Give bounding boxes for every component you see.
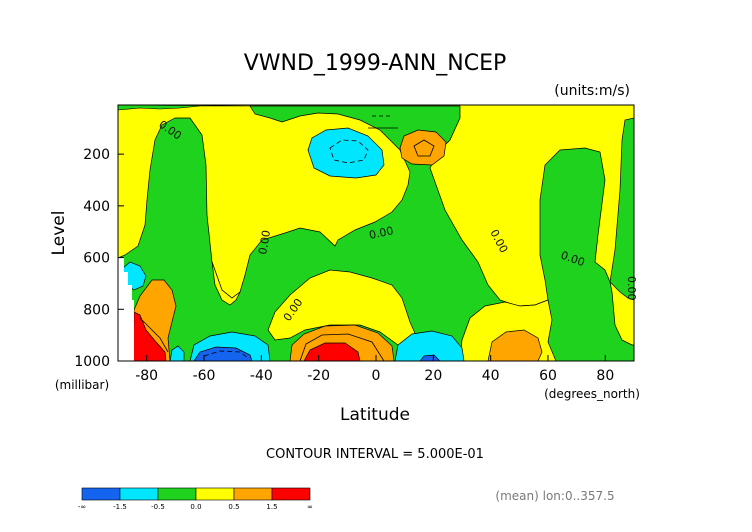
x-axis-unit: (degrees_north) xyxy=(544,387,640,401)
x-axis: -80 -60 -40 -20 0 20 40 60 80 xyxy=(135,355,614,384)
x-tick-label: 40 xyxy=(482,368,500,384)
region-pos-moderate-north-lower xyxy=(487,329,543,361)
region-pos-weak-central xyxy=(267,269,419,353)
region-pos-moderate-north-upper xyxy=(399,129,447,166)
contour-dashed-upper xyxy=(329,139,369,164)
region-neg-moderate-west-strip xyxy=(169,345,185,361)
x-tick-label: 80 xyxy=(596,368,614,384)
y-axis-unit: (millibar) xyxy=(55,378,109,392)
region-neg-weak-top-band xyxy=(118,105,251,111)
region-neg-weak-east xyxy=(609,117,634,301)
colorbar-label: 0.0 xyxy=(190,503,201,511)
colorbar-label: -∞ xyxy=(78,503,86,511)
units-label: (units:m/s) xyxy=(554,83,630,99)
y-axis-title: Level xyxy=(49,211,69,256)
contour-solid-north-upper xyxy=(413,139,435,157)
missing-data-steps xyxy=(118,258,134,361)
y-tick-label: 800 xyxy=(83,302,110,318)
region-pos-weak-inner xyxy=(211,261,241,306)
region-neg-moderate-upper xyxy=(307,127,385,179)
colorbar-swatch xyxy=(271,487,311,501)
contour-label: 0.00 xyxy=(625,276,638,301)
x-tick-label: -40 xyxy=(250,368,273,384)
contour-plot-area xyxy=(118,105,634,361)
y-axis: 200 400 600 800 1000 xyxy=(74,147,124,370)
contour-label: 0.00 xyxy=(256,229,273,255)
colorbar-swatch xyxy=(195,487,235,501)
x-tick-label: 60 xyxy=(539,368,557,384)
y-tick-label: 400 xyxy=(83,199,110,215)
contour-solid-west-lower xyxy=(139,317,169,353)
region-pos-strong-south xyxy=(303,342,361,361)
region-neg-moderate-northeast xyxy=(394,330,465,361)
x-tick-label: 0 xyxy=(372,368,381,384)
region-neg-weak-west xyxy=(118,105,634,361)
y-tick-label: 600 xyxy=(83,251,110,267)
x-axis-title: Latitude xyxy=(340,405,410,425)
colorbar-label: ∞ xyxy=(307,503,313,511)
colorbar-label: 1.5 xyxy=(266,503,277,511)
y-tick-label: 1000 xyxy=(74,354,110,370)
colorbar-label: -0.5 xyxy=(151,503,165,511)
region-neg-strong-northeast xyxy=(419,354,441,361)
contour-dashed-southwest xyxy=(203,350,249,359)
mean-note: (mean) lon:0..357.5 xyxy=(495,489,614,503)
colorbar: -∞ -1.5 -0.5 0.0 0.5 1.5 ∞ xyxy=(78,487,313,511)
region-neg-strong-southwest xyxy=(193,346,253,361)
chart-title: VWND_1999-ANN_NCEP xyxy=(244,51,507,76)
x-tick-label: -60 xyxy=(193,368,216,384)
region-pos-strong-west xyxy=(132,311,167,361)
contour-interval: CONTOUR INTERVAL = 5.000E-01 xyxy=(266,447,484,462)
x-tick-label: -80 xyxy=(135,368,158,384)
colorbar-label: -1.5 xyxy=(113,503,127,511)
x-tick-label: 20 xyxy=(424,368,442,384)
colorbar-swatch xyxy=(81,487,121,501)
colorbar-swatch xyxy=(157,487,197,501)
y-tick-label: 200 xyxy=(83,147,110,163)
colorbar-label: 0.5 xyxy=(228,503,239,511)
contour-solid-south-lower xyxy=(299,333,385,361)
colorbar-swatch xyxy=(233,487,273,501)
contour-label: 0.00 xyxy=(368,224,395,242)
x-tick-label: -20 xyxy=(307,368,330,384)
colorbar-swatch xyxy=(119,487,159,501)
